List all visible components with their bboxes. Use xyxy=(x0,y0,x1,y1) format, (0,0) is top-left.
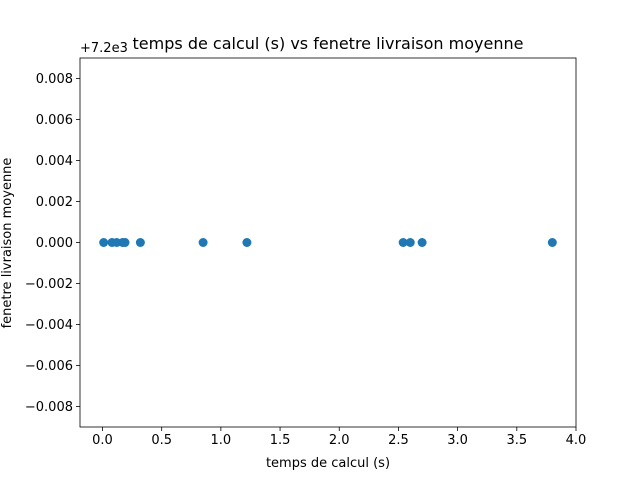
data-point xyxy=(99,238,109,247)
y-tick-label: −0.008 xyxy=(25,400,73,415)
x-tick-label: 1.0 xyxy=(211,433,232,448)
data-point xyxy=(135,238,145,247)
x-tick-label: 2.5 xyxy=(388,433,409,448)
x-tick-label: 4.0 xyxy=(566,433,587,448)
y-offset-label: +7.2e3 xyxy=(80,41,128,56)
x-tick-label: 3.5 xyxy=(506,433,527,448)
y-tick-label: −0.004 xyxy=(25,318,73,333)
data-point xyxy=(242,238,252,247)
data-point xyxy=(417,238,427,247)
y-tick-label: 0.008 xyxy=(36,72,73,87)
y-tick-label: 0.006 xyxy=(36,113,73,128)
data-point xyxy=(198,238,208,247)
y-tick-label: 0.000 xyxy=(36,236,73,251)
x-tick-label: 0.5 xyxy=(151,433,172,448)
data-point xyxy=(120,238,130,247)
x-tick-label: 2.0 xyxy=(329,433,350,448)
y-tick-label: −0.006 xyxy=(25,359,73,374)
y-tick-label: 0.002 xyxy=(36,195,73,210)
data-point xyxy=(398,238,408,247)
plot-area: 0.0 0.5 1.0 1.5 2.0 2.5 3.0 3.5 4.0 −0.008 −0.006 −… xyxy=(25,57,587,448)
x-tick-label: 0.0 xyxy=(92,433,113,448)
y-tick-label: 0.004 xyxy=(36,154,73,169)
data-point xyxy=(547,238,557,247)
data-point xyxy=(405,238,415,247)
x-tick-label: 3.0 xyxy=(447,433,468,448)
x-tick-label: 1.5 xyxy=(270,433,291,448)
x-axis-label: temps de calcul (s) xyxy=(266,456,390,471)
y-axis-label: fenetre livraison moyenne xyxy=(0,158,15,329)
chart-title: temps de calcul (s) vs fenetre livraison… xyxy=(133,34,524,53)
y-tick-label: −0.002 xyxy=(25,277,73,292)
